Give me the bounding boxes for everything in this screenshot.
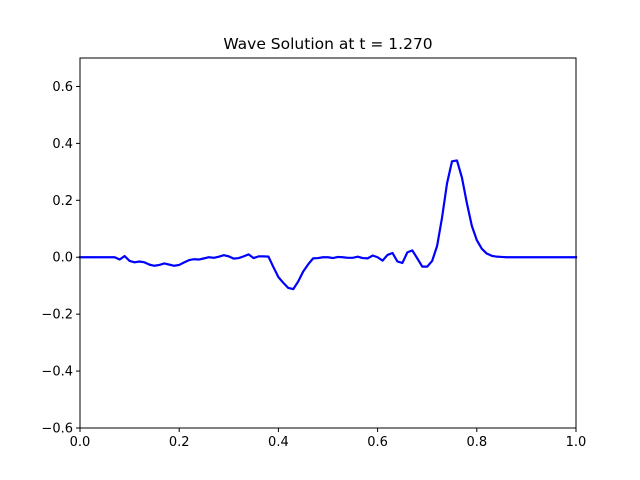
chart-title: Wave Solution at t = 1.270 bbox=[223, 35, 432, 53]
y-tick-label: −0.6 bbox=[41, 422, 73, 437]
axes-frame bbox=[79, 57, 577, 429]
y-tick-label: −0.4 bbox=[41, 365, 73, 380]
x-tick-label: 0.2 bbox=[169, 435, 190, 450]
x-tick-label: 0.4 bbox=[268, 435, 289, 450]
y-tick-label: 0.4 bbox=[52, 137, 73, 152]
plot-area bbox=[78, 57, 578, 429]
y-tick-label: 0.6 bbox=[52, 80, 73, 95]
x-tick-label: 0.0 bbox=[70, 435, 91, 450]
x-axis: 0.0 0.2 0.4 0.6 0.8 1.0 bbox=[70, 428, 587, 450]
y-tick-label: 0.2 bbox=[52, 194, 73, 209]
series-line bbox=[78, 159, 578, 291]
y-tick-label: −0.2 bbox=[41, 308, 73, 323]
y-tick-label: 0.0 bbox=[52, 251, 73, 266]
x-tick-label: 1.0 bbox=[566, 435, 587, 450]
x-tick-label: 0.8 bbox=[466, 435, 487, 450]
y-axis: −0.6 −0.4 −0.2 0.0 0.2 0.4 0.6 bbox=[41, 80, 80, 437]
x-tick-label: 0.6 bbox=[367, 435, 388, 450]
